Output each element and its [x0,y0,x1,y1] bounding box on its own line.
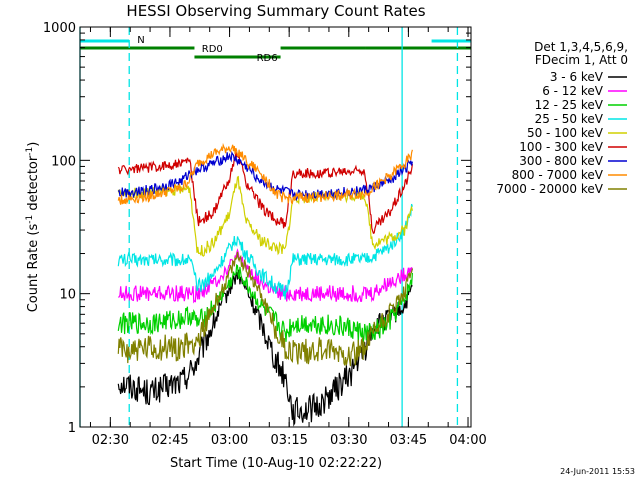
plot-frame [79,26,472,428]
chart-title: HESSI Observing Summary Count Rates [126,2,425,20]
attenuator-flags: N RD0 RD6 [80,35,471,64]
x-tick-label: 03:30 [330,433,367,448]
legend-label: 800 - 7000 keV [512,168,604,182]
flag-label-rd6: RD6 [257,53,278,64]
series-lines [117,142,413,427]
event-vlines [79,27,459,427]
legend-header-line2: FDecim 1, Att 0 [535,53,628,67]
series-line-1 [117,248,413,304]
legend-label: 12 - 25 keV [535,98,604,112]
x-axis-label: Start Time (10-Aug-10 02:22:22) [170,456,382,471]
y-tick-label: 100 [51,154,76,169]
legend-header-line1: Det 1,3,4,5,6,9, [534,40,628,54]
legend-label: 50 - 100 keV [527,126,604,140]
y-tick-label: 1000 [43,21,76,36]
series-line-5 [117,152,413,234]
y-axis-label: Count Rate (s-1 detector-1) [25,142,41,313]
series-line-3 [117,203,413,300]
flag-label-n: N [137,35,144,46]
legend-label: 6 - 12 keV [542,84,604,98]
x-tick-label: 03:00 [211,433,248,448]
y-axis-label-sup1: -1 [25,215,35,224]
y-axis-label-sup2: -1 [25,147,35,156]
y-tick-label: 10 [59,288,76,303]
timestamp: 24-Jun-2011 15:53 [560,467,635,476]
x-tick-label: 02:45 [151,433,188,448]
y-axis-label-main: Count Rate (s [26,224,41,313]
legend-label: 25 - 50 keV [535,112,604,126]
legend-label: 300 - 800 keV [519,154,603,168]
legend-label: 3 - 6 keV [550,70,604,84]
x-tick-label: 03:15 [270,433,307,448]
y-tick-label: 1 [68,421,76,436]
y-axis-label-end: ) [26,142,41,147]
x-tick-label: 04:00 [449,433,486,448]
series-line-7 [117,142,413,205]
legend-label: 7000 - 20000 keV [496,182,603,196]
y-axis-ticks: 1 10 100 1000 [43,21,471,436]
x-tick-label: 02:30 [92,433,129,448]
x-axis-ticks: 02:30 02:45 03:00 03:15 03:30 03:45 04:00 [89,27,487,448]
x-tick-label: 03:45 [390,433,427,448]
flag-label-rd0: RD0 [202,44,223,55]
series-line-2 [117,263,413,343]
y-axis-label-mid: detector [26,155,41,215]
series-line-8 [117,251,413,367]
legend-label: 100 - 300 keV [519,140,603,154]
